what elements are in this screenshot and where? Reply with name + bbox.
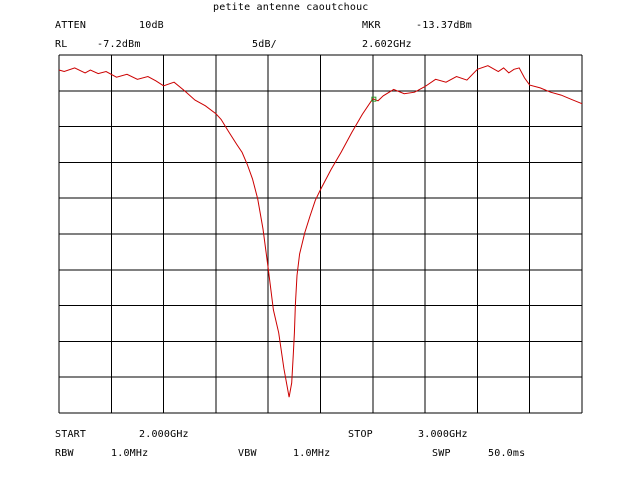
stop-label: STOP <box>348 429 373 440</box>
rbw-value: 1.0MHz <box>111 448 149 459</box>
start-value: 2.000GHz <box>139 429 189 440</box>
marker-point <box>371 96 377 102</box>
vbw-label: VBW <box>238 448 257 459</box>
scale-value: 5dB/ <box>252 39 277 50</box>
swp-value: 50.0ms <box>488 448 526 459</box>
swp-label: SWP <box>432 448 451 459</box>
trace-line <box>58 65 583 398</box>
rl-value: -7.2dBm <box>97 39 141 50</box>
plot-grid <box>58 54 583 414</box>
rbw-label: RBW <box>55 448 74 459</box>
stop-value: 3.000GHz <box>418 429 468 440</box>
atten-label: ATTEN <box>55 20 87 31</box>
start-label: START <box>55 429 87 440</box>
chart-title: petite antenne caoutchouc <box>213 2 369 13</box>
vbw-value: 1.0MHz <box>293 448 331 459</box>
mkr-label: MKR <box>362 20 381 31</box>
atten-value: 10dB <box>139 20 164 31</box>
mkr-value: -13.37dBm <box>416 20 472 31</box>
mkr-frequency: 2.602GHz <box>362 39 412 50</box>
rl-label: RL <box>55 39 68 50</box>
